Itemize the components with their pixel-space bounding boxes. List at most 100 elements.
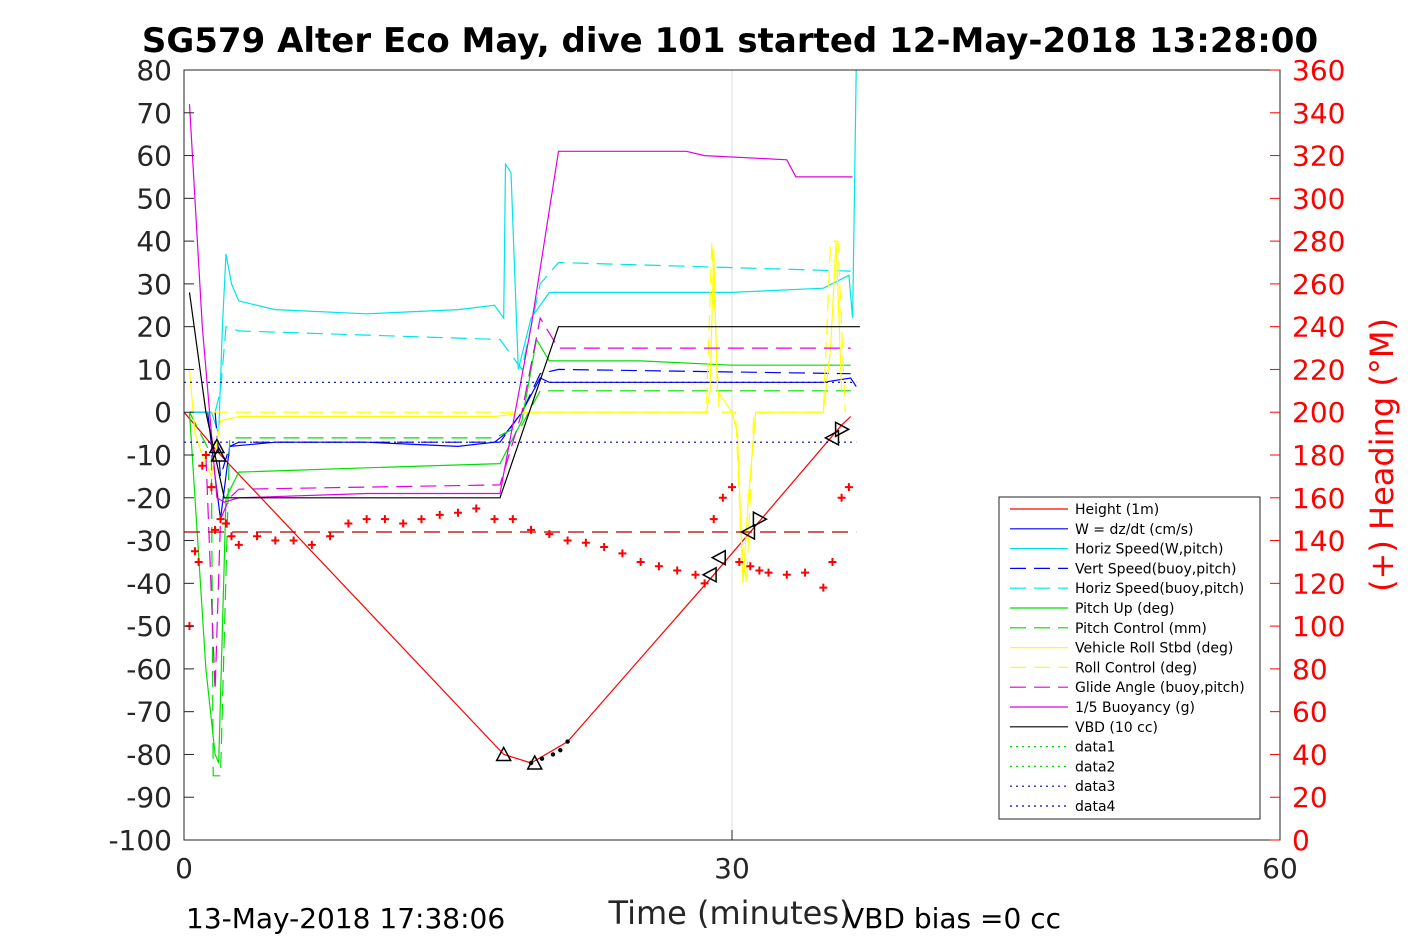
heading-point (211, 525, 220, 534)
x-tick-label: 30 (714, 852, 750, 885)
y-tick-label: 30 (136, 268, 172, 301)
legend-label: Height (1m) (1075, 502, 1159, 518)
y-tick-label: 80 (136, 54, 172, 87)
legend-label: data2 (1075, 759, 1115, 775)
y-tick-label: 60 (136, 140, 172, 173)
heading-point (207, 483, 216, 492)
series-line-6 (188, 390, 851, 777)
y2-tick-label: 60 (1292, 696, 1328, 729)
triangle-up-marker (210, 446, 227, 462)
y2-tick-label: 40 (1292, 738, 1328, 771)
heading-point (222, 519, 231, 528)
y-tick-label: -100 (108, 824, 172, 857)
legend-label: 1/5 Buoyancy (g) (1075, 700, 1195, 716)
heading-point (454, 508, 462, 517)
triangle-right-marker (834, 421, 851, 438)
legend-label: Vert Speed(buoy,pitch) (1075, 561, 1237, 577)
heading-point (782, 570, 791, 579)
y2-tick-label: 0 (1292, 824, 1310, 857)
legend-label: W = dz/dt (cm/s) (1075, 522, 1194, 538)
heading-point (600, 542, 609, 551)
series-line-0 (183, 411, 852, 764)
heading-point (764, 568, 773, 577)
y2-tick-label: 220 (1292, 353, 1345, 386)
series-line-3 (214, 368, 851, 477)
legend-label: data4 (1075, 799, 1116, 815)
heading-point (654, 562, 663, 571)
heading-point (399, 519, 408, 528)
heading-point (801, 568, 810, 577)
legend-label: Glide Angle (buoy,pitch) (1075, 680, 1245, 696)
footer-timestamp: 13-May-2018 17:38:06 (186, 902, 505, 935)
heading-point (201, 451, 210, 459)
series-line-11 (188, 292, 860, 499)
heading-point (819, 583, 828, 592)
y2-tick-label: 140 (1292, 525, 1345, 558)
heading-markers (184, 451, 857, 631)
heading-point (636, 557, 645, 566)
heading-point (828, 557, 837, 566)
y2-tick-label: 340 (1292, 97, 1345, 130)
y2-tick-label: 260 (1292, 268, 1345, 301)
triangle-left-marker (739, 523, 756, 541)
heading-point (326, 532, 335, 541)
heading-point (527, 525, 536, 534)
dot-marker (528, 760, 534, 766)
heading-point (417, 515, 426, 524)
y2-tick-label: 240 (1292, 311, 1345, 344)
heading-point (271, 536, 280, 545)
heading-point (190, 547, 199, 556)
heading-point (700, 579, 709, 588)
dot-marker (558, 747, 563, 753)
triangle-right-marker (752, 510, 768, 528)
x-ticks: 0 30 60 (175, 830, 1298, 885)
event-markers (208, 421, 851, 770)
heading-point (216, 515, 225, 524)
legend-box (998, 496, 1261, 820)
series-line-8 (211, 240, 846, 584)
series-line-10 (188, 104, 853, 503)
y2-tick-label: 300 (1292, 182, 1345, 215)
y-tick-label: -40 (126, 567, 172, 600)
heading-point (234, 540, 243, 549)
heading-point (581, 538, 590, 547)
x-axis-label: Time (minutes) (608, 894, 852, 932)
triangle-left-marker (701, 566, 717, 584)
y-tick-label: -60 (126, 653, 172, 686)
y2-tick-label: 180 (1292, 439, 1345, 472)
y-tick-label: 0 (154, 396, 172, 429)
legend-label: VBD (10 cc) (1075, 720, 1158, 736)
y-tick-label: -90 (126, 781, 172, 814)
y2-tick-label: 360 (1292, 54, 1345, 87)
heading-point (307, 540, 316, 549)
right-y-axis-label: (+) Heading (°M) (1363, 318, 1401, 592)
triangle-left-marker (710, 549, 726, 566)
legend-label: Horiz Speed(buoy,pitch) (1075, 581, 1244, 597)
heading-point (508, 515, 517, 524)
heading-point (253, 532, 262, 541)
x-tick-label: 0 (175, 852, 193, 885)
heading-point (362, 515, 371, 524)
legend: Height (1m) W = dz/dt (cm/s) Horiz Speed(W… (998, 496, 1261, 820)
heading-point (691, 570, 700, 579)
y-tick-label: -30 (126, 525, 172, 558)
heading-point (227, 532, 236, 541)
legend-label: Vehicle Roll Stbd (deg) (1075, 641, 1233, 657)
y2-tick-label: 100 (1292, 610, 1345, 643)
legend-label: Roll Control (deg) (1075, 660, 1197, 676)
y-tick-label: -10 (126, 439, 172, 472)
heading-point (746, 562, 755, 571)
heading-point (755, 566, 764, 575)
heading-point (344, 519, 353, 528)
legend-label: data3 (1075, 779, 1115, 795)
y-tick-label: 40 (136, 225, 172, 258)
y-tick-label: 70 (136, 97, 172, 130)
x-tick-label: 60 (1262, 852, 1298, 885)
y-tick-label: 20 (136, 311, 172, 344)
series-line-5 (188, 337, 851, 764)
legend-label: Horiz Speed(W,pitch) (1075, 542, 1223, 558)
footer-vbd-bias: VBD bias =0 cc (845, 902, 1061, 935)
heading-point (194, 557, 203, 566)
heading-point (289, 536, 298, 545)
